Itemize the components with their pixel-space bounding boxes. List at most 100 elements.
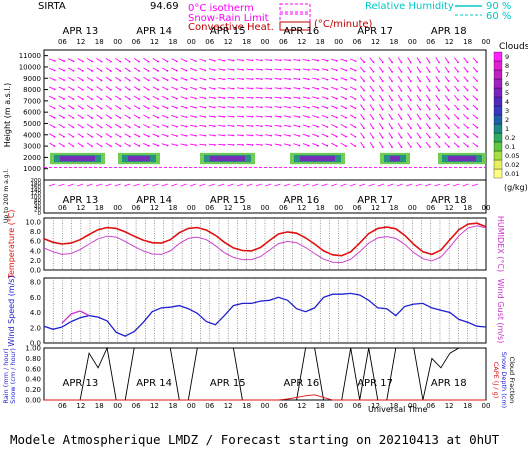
wind-arrow — [208, 68, 215, 71]
surface-wind-arrow — [415, 183, 422, 187]
cloud-cell — [300, 155, 335, 162]
wind-arrow-head — [279, 59, 282, 62]
wind-arrow-head — [100, 79, 103, 82]
wind-arrow-head — [260, 106, 263, 109]
wind-arrow-head — [166, 97, 169, 100]
bottom-hour-tick: 18 — [463, 402, 472, 410]
colorbar-swatch — [493, 87, 503, 98]
wind-arrow-head — [81, 88, 84, 91]
wind-arrow-head — [194, 88, 197, 91]
surface-wind-arrow — [387, 183, 394, 187]
wind-arrow-head — [345, 116, 347, 119]
wind-arrow-head — [298, 144, 301, 147]
wind-arrow-head — [185, 79, 188, 81]
wind-arrow — [425, 66, 431, 73]
wind-arrow — [180, 86, 187, 90]
wind-arrow — [302, 143, 309, 147]
colorbar-swatch — [493, 141, 503, 152]
wind-arrow — [321, 142, 328, 147]
wind-arrow — [68, 133, 74, 138]
wind-arrow — [246, 125, 253, 127]
wind-ytick: 8.0 — [30, 279, 41, 287]
xlabel-universal-time: Universal Time — [368, 405, 428, 414]
wind-arrow — [58, 67, 65, 72]
wind-arrow-head — [213, 106, 216, 109]
wind-arrow — [152, 86, 159, 91]
wind-arrow-head — [185, 97, 188, 100]
wind-arrow — [378, 94, 384, 101]
surface-wind-arrow — [246, 183, 253, 187]
wind-arrow — [302, 59, 309, 61]
wind-arrow — [133, 133, 140, 137]
wind-arrow — [331, 142, 337, 147]
wind-arrow — [283, 68, 291, 71]
wind-arrow-head — [185, 135, 188, 137]
bottom-hour-tick: 18 — [389, 402, 398, 410]
wind-arrow — [171, 133, 178, 137]
wind-arrow — [349, 58, 356, 62]
wind-arrow — [463, 76, 468, 82]
wind-arrow-head — [109, 70, 112, 72]
bottom-hour-tick: 00 — [113, 402, 122, 410]
height-ytick: 4000 — [23, 131, 41, 139]
wind-arrow — [302, 96, 309, 99]
wind-arrow — [425, 76, 431, 82]
wind-arrow-head — [391, 146, 393, 149]
windgust-line — [61, 310, 90, 324]
wind-arrow — [388, 104, 393, 110]
wind-arrow-head — [438, 136, 441, 139]
wind-arrow — [105, 114, 112, 119]
wind-arrow-head — [194, 97, 197, 100]
wind-arrow — [388, 132, 393, 138]
wind-arrow — [407, 94, 412, 101]
wind-arrow-head — [438, 117, 441, 120]
wind-arrow — [407, 132, 412, 138]
wind-arrow-head — [194, 69, 197, 72]
wind-arrow-head — [354, 135, 357, 138]
temp-ytick: 6.0 — [30, 238, 41, 246]
temp-ytick: 10.0 — [25, 219, 41, 227]
wind-arrow — [96, 86, 102, 91]
wind-arrow — [133, 76, 140, 81]
colorbar-level: 0.01 — [505, 170, 519, 178]
surface-wind-arrow — [95, 183, 103, 187]
wind-arrow — [77, 86, 83, 91]
wind-arrow — [472, 114, 478, 119]
wind-arrow — [227, 77, 234, 80]
wind-arrow-head — [242, 97, 244, 99]
wind-arrow-head — [289, 134, 291, 137]
wind-arrow — [425, 94, 431, 101]
wind-arrow — [161, 67, 168, 72]
wind-arrow — [265, 115, 272, 118]
wind-arrow-head — [204, 125, 207, 128]
wind-arrow-head — [466, 70, 469, 73]
bottom-hour-tick: 00 — [261, 402, 270, 410]
wind-arrow — [133, 67, 140, 72]
wind-arrow-head — [242, 87, 244, 90]
wind-arrow-head — [298, 97, 301, 100]
wind-arrow — [453, 132, 459, 138]
wind-arrow-head — [81, 107, 84, 110]
wind-arrow-head — [185, 69, 188, 72]
wind-arrow — [133, 142, 140, 147]
wind-arrow — [435, 94, 440, 101]
wind-arrow-head — [251, 106, 254, 109]
wind-arrow — [463, 95, 469, 101]
wind-arrow-head — [381, 108, 384, 111]
wind-arrow — [283, 59, 291, 61]
wind-arrow — [124, 133, 131, 138]
wind-arrow-head — [100, 107, 103, 110]
wind-arrow-head — [317, 78, 320, 81]
wind-arrow-head — [298, 116, 301, 118]
wind-arrow-head — [242, 68, 244, 71]
top-day-label: APR 18 — [431, 26, 467, 37]
wind-arrow — [369, 104, 374, 110]
top-day-label: APR 17 — [357, 26, 393, 37]
wind-arrow-head — [100, 98, 103, 101]
wind-arrow-head — [410, 146, 412, 148]
rh-label: Relative Humidity — [365, 1, 454, 12]
wind-arrow — [218, 87, 225, 90]
windspeed-axis-label: Wind Speed (m/s) — [7, 275, 16, 346]
wind-arrow — [472, 133, 478, 138]
wind-arrow — [255, 87, 262, 89]
